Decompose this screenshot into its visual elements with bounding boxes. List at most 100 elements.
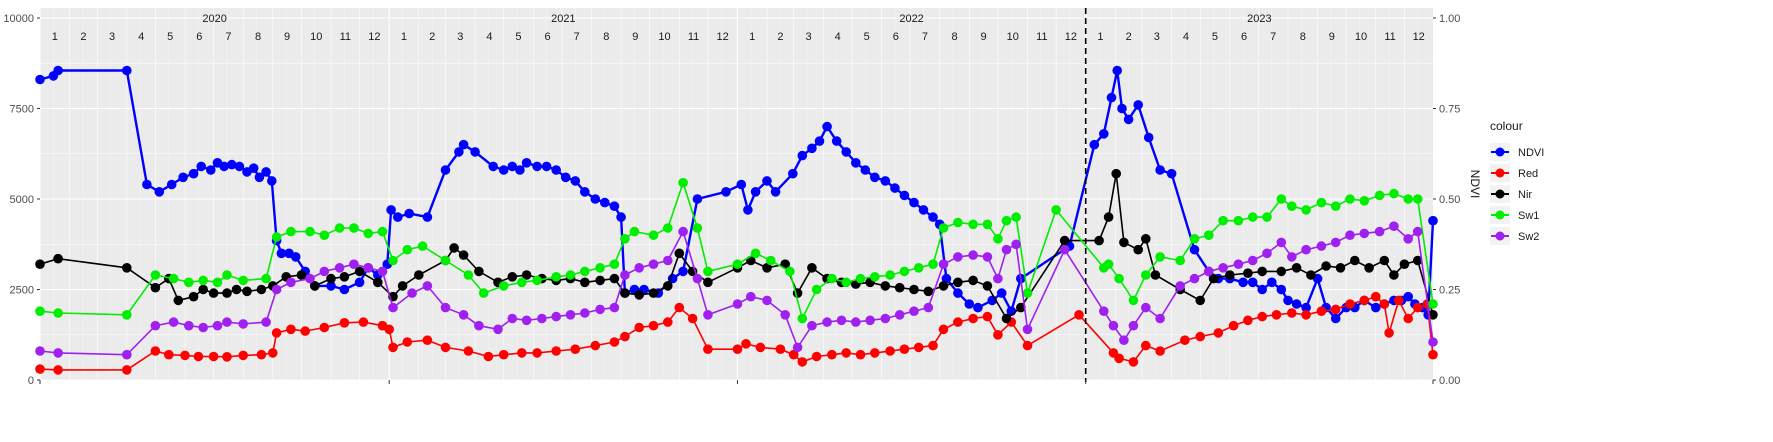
- data-point-ndvi: [762, 176, 772, 186]
- data-point-sw2: [1204, 266, 1214, 277]
- data-point-red: [1371, 291, 1381, 302]
- data-point-sw1: [1316, 197, 1327, 208]
- data-point-nir: [982, 281, 993, 291]
- data-point-nir: [1428, 310, 1438, 320]
- data-point-nir: [1119, 237, 1129, 248]
- data-point-red: [663, 317, 673, 327]
- data-point-red: [150, 346, 161, 356]
- data-point-red: [590, 340, 601, 351]
- data-point-red: [1180, 335, 1190, 346]
- data-point-red: [551, 346, 561, 356]
- data-point-red: [609, 337, 620, 347]
- data-point-sw2: [620, 270, 630, 280]
- data-point-sw2: [609, 302, 620, 313]
- data-point-ndvi: [870, 172, 880, 183]
- data-point-ndvi: [1291, 299, 1302, 309]
- data-point-nir: [595, 275, 605, 286]
- month-label: 9: [981, 31, 987, 43]
- data-point-nir: [968, 275, 978, 286]
- data-point-nir: [807, 263, 817, 273]
- data-point-nir: [1016, 302, 1026, 313]
- data-point-sw2: [537, 313, 547, 324]
- data-point-sw1: [1001, 215, 1012, 226]
- data-point-sw1: [319, 230, 330, 240]
- data-point-red: [928, 340, 938, 351]
- data-point-red: [440, 342, 451, 353]
- data-point-sw1: [609, 259, 620, 270]
- data-point-sw2: [168, 317, 179, 327]
- month-label: 12: [1065, 31, 1077, 43]
- data-point-sw2: [692, 273, 703, 284]
- data-point-nir: [150, 282, 161, 293]
- data-point-red: [1022, 340, 1033, 351]
- data-point-sw2: [634, 263, 644, 273]
- data-point-sw1: [35, 306, 45, 317]
- data-point-sw2: [222, 317, 232, 327]
- data-point-sw2: [198, 322, 208, 333]
- data-point-ndvi: [890, 183, 900, 193]
- data-point-sw2: [1359, 228, 1370, 239]
- data-point-sw1: [1155, 252, 1165, 262]
- data-point-sw1: [648, 230, 659, 240]
- y-right-tick-label: 0.75: [1439, 104, 1460, 116]
- series-sw2: [35, 221, 1438, 360]
- data-point-ndvi: [814, 136, 825, 146]
- data-point-sw2: [1218, 263, 1228, 273]
- data-point-sw2: [894, 310, 905, 320]
- data-point-nir: [663, 281, 673, 291]
- data-point-ndvi: [750, 187, 761, 197]
- data-point-nir: [397, 281, 408, 291]
- data-point-sw2: [407, 288, 417, 298]
- data-point-ndvi: [1123, 114, 1134, 125]
- data-point-red: [674, 302, 685, 313]
- data-point-sw1: [334, 223, 345, 233]
- data-point-sw1: [732, 259, 743, 270]
- month-label: 2: [429, 31, 435, 43]
- data-point-ndvi: [609, 201, 620, 211]
- data-point-nir: [1276, 266, 1287, 277]
- data-point-sw2: [1128, 320, 1139, 331]
- data-point-ndvi: [831, 136, 842, 146]
- data-point-sw2: [1262, 248, 1272, 259]
- month-label: 1: [1097, 31, 1103, 43]
- data-point-red: [755, 342, 766, 353]
- data-point-nir: [880, 281, 891, 291]
- data-point-ndvi: [393, 212, 403, 222]
- data-point-ndvi: [1143, 132, 1154, 143]
- legend-item-nir: Nir: [1490, 185, 1532, 203]
- data-point-sw2: [1403, 234, 1413, 244]
- data-point-red: [1074, 310, 1084, 320]
- data-point-ndvi: [918, 205, 929, 215]
- data-point-sw2: [822, 317, 832, 327]
- data-point-ndvi: [498, 165, 509, 175]
- data-point-sw1: [766, 255, 776, 266]
- data-point-red: [1287, 308, 1297, 318]
- data-point-sw1: [478, 288, 489, 298]
- series-sw1: [35, 177, 1438, 324]
- data-point-red: [402, 337, 413, 347]
- data-point-ndvi: [339, 284, 350, 295]
- data-point-sw1: [1330, 201, 1341, 211]
- data-point-nir: [894, 282, 905, 293]
- data-point-sw1: [1103, 259, 1114, 270]
- data-point-ndvi: [964, 299, 975, 309]
- data-point-red: [1228, 320, 1239, 331]
- data-point-nir: [458, 250, 469, 260]
- data-point-nir: [208, 288, 219, 298]
- data-point-sw2: [580, 308, 590, 318]
- data-point-sw1: [1301, 205, 1311, 215]
- month-label: 8: [951, 31, 957, 43]
- data-point-sw2: [953, 252, 963, 262]
- data-point-ndvi: [354, 277, 365, 288]
- data-point-red: [422, 335, 433, 346]
- data-point-ndvi: [1247, 277, 1258, 288]
- data-point-red: [855, 349, 866, 360]
- data-point-ndvi: [953, 288, 963, 298]
- data-point-ndvi: [770, 187, 781, 197]
- data-point-ndvi: [507, 161, 518, 172]
- data-point-nir: [923, 286, 934, 297]
- data-point-sw1: [811, 284, 822, 295]
- month-label: 1: [52, 31, 58, 43]
- data-point-nir: [1133, 244, 1143, 255]
- data-point-sw1: [953, 217, 963, 228]
